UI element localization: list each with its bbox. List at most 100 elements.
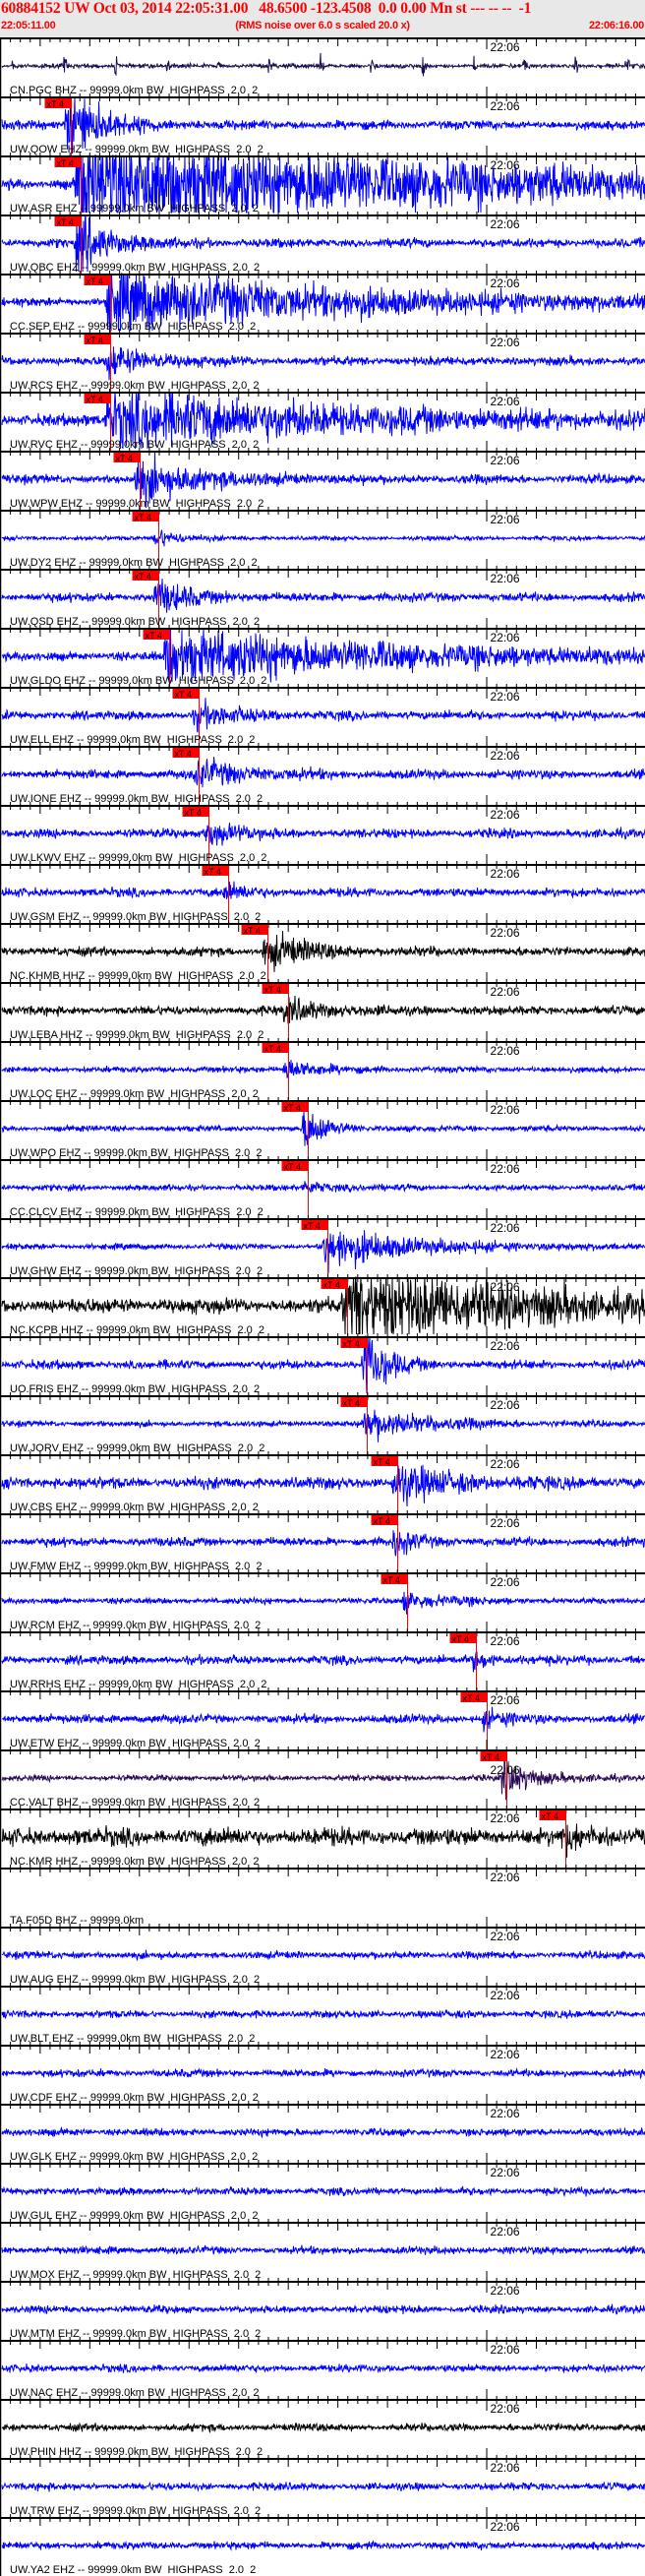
time-tick-label: 22:06 [491,690,520,704]
pick-marker[interactable] [241,925,268,935]
waveform-trace [1,1751,645,1801]
pick-marker[interactable] [340,1397,368,1407]
pick-marker[interactable] [381,1574,408,1584]
pick-marker[interactable] [54,157,82,167]
station-label: UW.RRHS EHZ -- 99999.0km BW HIGHPASS 2.0… [10,1679,266,1690]
pick-marker[interactable] [480,1751,507,1761]
trace-panel: xT 4 22:06 UW.ASR EHZ -- 99999.0km BW HIGH… [0,146,645,215]
waveform-trace [1,2540,645,2551]
time-tick-label: 22:06 [491,572,520,585]
waveform-trace [1,1949,645,1961]
pick-marker[interactable] [262,1043,289,1053]
pick-marker[interactable] [371,1456,398,1466]
pick-marker[interactable] [113,453,141,462]
station-label: UW.JORV EHZ -- 99999.0km BW HIGHPASS 2.0… [10,1442,264,1454]
pick-marker[interactable] [143,630,170,640]
pick-label: xT 4 [57,158,74,168]
station-label: UW.RVC EHZ -- 99999.0km BW HIGHPASS 2.0 … [10,439,259,451]
trace-panel: xT 4 22:06 UW.IONE EHZ -- 99999.0km BW HIG… [0,736,645,805]
waveform-trace [1,1823,645,1858]
pick-label: xT 4 [175,690,192,700]
time-tick-label: 22:06 [491,1516,520,1530]
pick-marker[interactable] [202,866,229,876]
station-label: UW.WPW EHZ -- 99999.0km BW HIGHPASS 2.0 … [10,498,264,510]
station-label: UW.BLT EHZ -- 99999.0km BW HIGHPASS 2.0 … [10,2033,255,2045]
waveform-trace [1,995,645,1024]
waveform-trace [1,1706,645,1733]
waveform-trace [1,2481,645,2492]
station-label: NC.KMR HHZ -- 99999.0km BW HIGHPASS 2.0 … [10,1856,259,1868]
trace-panel: 22:06 UW.AUG EHZ -- 99999.0km BW HIGHPASS… [0,1917,645,1986]
time-tick-label: 22:06 [491,1989,520,2002]
pick-marker[interactable] [132,512,159,521]
pick-marker[interactable] [172,689,200,699]
station-label: UW.QOW EHZ -- 99999.0km BW HIGHPASS 2.0 … [10,144,264,155]
pick-marker[interactable] [182,807,209,817]
pick-label: xT 4 [87,276,103,286]
pick-marker[interactable] [262,984,289,994]
waveform-trace [1,2066,645,2080]
waveform-trace [1,579,645,613]
pick-marker[interactable] [539,1810,566,1820]
station-label: UW.TRW EHZ -- 99999.0km BW HIGHPASS 2.0 … [10,2505,261,2517]
station-label: UW.AUG EHZ -- 99999.0km BW HIGHPASS 2.0 … [10,1974,260,1986]
pick-marker[interactable] [172,748,200,758]
station-label: UW.PHIN HHZ -- 99999.0km BW HIGHPASS 2.0… [10,2446,263,2458]
waveform-trace [1,52,645,77]
station-label: UW.QBC EHZ -- 99999.0km BW HIGHPASS 2.0 … [10,262,260,274]
pick-marker[interactable] [301,1220,328,1230]
pick-marker[interactable] [54,216,82,226]
pick-marker[interactable] [84,276,111,285]
time-tick-label: 22:06 [491,2284,520,2298]
waveform-trace [1,2185,645,2198]
pick-label: xT 4 [205,867,221,877]
pick-label: xT 4 [116,454,133,463]
waveform-trace [1,627,645,684]
time-tick-label: 22:06 [491,1457,520,1471]
waveform-trace [1,1111,645,1146]
pick-label: xT 4 [57,217,74,227]
pick-label: xT 4 [483,1752,499,1762]
time-tick-label: 22:06 [491,336,520,349]
pick-marker[interactable] [132,571,159,581]
pick-marker[interactable] [44,98,72,108]
pick-marker[interactable] [84,335,111,344]
time-tick-label: 22:06 [491,276,520,290]
trace-panel: xT 4 22:06 UW.RCM EHZ -- 99999.0km BW HIGH… [0,1563,645,1631]
time-tick-label: 22:06 [491,1044,520,1058]
waveform-trace [1,1464,645,1507]
pick-marker[interactable] [340,1338,368,1348]
pick-label: xT 4 [135,572,151,582]
waveform-trace [1,1276,645,1335]
station-label: UW.GLDO EHZ -- 99999.0km BW HIGHPASS 2.0… [10,675,266,687]
waveform-trace [1,1409,645,1442]
pick-label: xT 4 [264,1044,281,1054]
waveform-trace [1,391,645,450]
time-tick-label: 22:06 [491,1634,520,1648]
pick-marker[interactable] [281,1161,309,1171]
station-label: CN.PGC BHZ -- 99999.0km BW HIGHPASS 2.0 … [10,85,258,96]
time-tick-label: 22:06 [491,1103,520,1117]
pick-marker[interactable] [321,1279,348,1289]
trace-panel: 22:06 UW.NAC EHZ -- 99999.0km BW HIGHPASS… [0,2330,645,2399]
trace-panel: xT 4 22:06 UW.RCS EHZ -- 99999.0km BW HIGH… [0,323,645,392]
pick-marker[interactable] [460,1692,488,1702]
trace-panel: 22:06 UW.YA2 EHZ -- 99999.0km BW HIGHPASS… [0,2507,645,2576]
pick-marker[interactable] [371,1515,398,1525]
trace-panel: xT 4 22:06 UW.ELL EHZ -- 99999.0km BW HIGH… [0,677,645,746]
waveform-trace [1,2126,645,2139]
pick-marker[interactable] [281,1102,309,1112]
pick-marker[interactable] [84,394,111,403]
pick-marker[interactable] [449,1633,477,1643]
waveform-trace [1,95,645,154]
time-tick-label: 22:06 [491,1221,520,1235]
rms-scaling-note: (RMS noise over 6.0 s scaled 20.0 x) [235,20,410,31]
trace-panel: xT 4 22:06 NC.KHMB HHZ -- 99999.0km BW HIG… [0,913,645,982]
waveform-trace [1,154,645,214]
trace-panel: xT 4 22:06 UW.LEBA HHZ -- 99999.0km BW HIG… [0,972,645,1041]
trace-panel: xT 4 22:06 UW.CBS EHZ -- 99999.0km BW HIGH… [0,1444,645,1513]
waveform-trace [1,2362,645,2374]
pick-label: xT 4 [452,1634,469,1644]
trace-panel: xT 4 22:06 UW.RRHS EHZ -- 99999.0km BW HIG… [0,1622,645,1690]
window-start-time: 22:05:11.00 [1,20,56,31]
